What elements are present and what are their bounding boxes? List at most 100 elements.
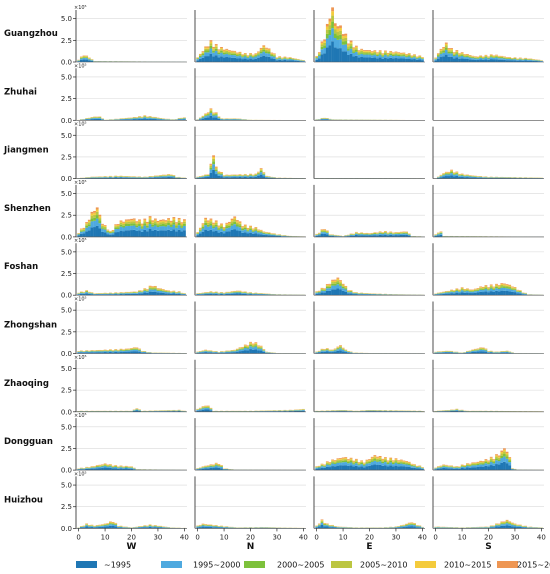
bar-segment [201, 55, 205, 58]
bar-segment [175, 226, 178, 228]
bar-segment [442, 49, 446, 51]
bar-segment [222, 294, 226, 296]
bar-segment [508, 58, 512, 60]
bar-segment [214, 48, 218, 51]
bar-segment [418, 55, 422, 57]
bar-segment [130, 218, 133, 221]
bar-segment [180, 118, 184, 120]
bar-segment [101, 119, 104, 121]
bar-segment [532, 60, 535, 61]
bar-segment [214, 220, 218, 222]
bar-segment [317, 291, 321, 293]
bar-segment [473, 176, 477, 178]
bar-segment [341, 283, 345, 285]
bar-segment [249, 226, 252, 228]
bar-segment [259, 230, 263, 231]
bar-segment [111, 293, 115, 295]
bar-segment [249, 174, 252, 176]
bar-segment [243, 56, 247, 59]
bar-segment [368, 294, 371, 296]
bar-segment [140, 228, 144, 232]
bar-segment [135, 222, 139, 224]
bar-segment [444, 43, 448, 46]
bar-segment [434, 58, 438, 60]
bar-segment [124, 293, 128, 294]
bar-segment [209, 166, 213, 168]
bar-segment [175, 231, 178, 237]
bar-segment [317, 52, 321, 53]
y-tick-label: 2.5 [61, 95, 72, 103]
bar-segment [130, 293, 133, 294]
bar-segment [254, 293, 258, 295]
bar-segment [394, 233, 398, 234]
bar-segment [235, 292, 239, 294]
bar-segment [77, 234, 81, 236]
bar-segment [101, 231, 104, 237]
bar-segment [476, 59, 480, 62]
bar-segment [394, 232, 398, 234]
bar-segment [378, 57, 382, 62]
bar-segment [204, 114, 208, 116]
bar-segment [479, 291, 483, 296]
bar-segment [254, 174, 258, 175]
y-tick-label: 5.0 [61, 15, 72, 23]
bar-segment [206, 221, 210, 223]
bar-segment [79, 59, 83, 62]
bar-segment [489, 56, 493, 58]
bar-segment [500, 285, 504, 287]
bar-segment [394, 235, 398, 237]
bar-segment [204, 293, 208, 295]
bar-segment [217, 293, 221, 295]
bar-segment [206, 226, 210, 231]
bar-segment [384, 53, 387, 55]
bar-segment [204, 219, 208, 221]
bar-segment [114, 177, 118, 179]
bar-segment [320, 229, 324, 231]
bar-segment [399, 55, 403, 57]
bar-segment [111, 231, 115, 232]
bar-segment [360, 235, 364, 237]
bar-segment [473, 292, 477, 296]
bar-segment [214, 46, 218, 49]
bar-segment [198, 119, 202, 121]
bar-segment [460, 290, 464, 293]
bar-segment [246, 231, 250, 234]
bar-segment [447, 172, 451, 174]
bar-segment [204, 176, 208, 178]
bar-segment [349, 292, 353, 294]
bar-segment [130, 230, 133, 237]
bar-segment [233, 293, 237, 296]
bar-segment [368, 57, 371, 62]
bar-segment [243, 175, 247, 177]
y-exponent-label: ×10⁵ [74, 122, 87, 128]
bar-segment [228, 225, 231, 228]
bar-segment [357, 234, 361, 236]
bar-segment [135, 118, 139, 120]
bar-segment [450, 169, 453, 171]
bar-segment [407, 58, 411, 62]
bar-segment [206, 220, 210, 222]
bar-segment [360, 50, 364, 53]
bar-segment [489, 55, 493, 57]
bar-segment [241, 56, 245, 58]
bar-segment [175, 224, 178, 227]
bar-segment [384, 231, 387, 233]
bar-segment [344, 37, 348, 42]
bar-segment [156, 230, 160, 237]
bar-segment [272, 53, 276, 55]
bar-segment [357, 50, 361, 52]
bar-segment [172, 177, 176, 179]
bar-segment [381, 232, 385, 234]
bar-segment [212, 50, 215, 53]
bar-segment [370, 55, 374, 58]
bar-segment [79, 228, 83, 230]
bar-segment [246, 176, 250, 178]
bar-segment [262, 47, 266, 50]
bar-segment [95, 118, 99, 119]
bar-segment [251, 56, 255, 58]
bar-segment [209, 41, 213, 44]
bar-segment [447, 293, 451, 296]
bar-segment [495, 290, 498, 296]
bar-segment [336, 39, 340, 49]
bar-segment [444, 292, 448, 294]
